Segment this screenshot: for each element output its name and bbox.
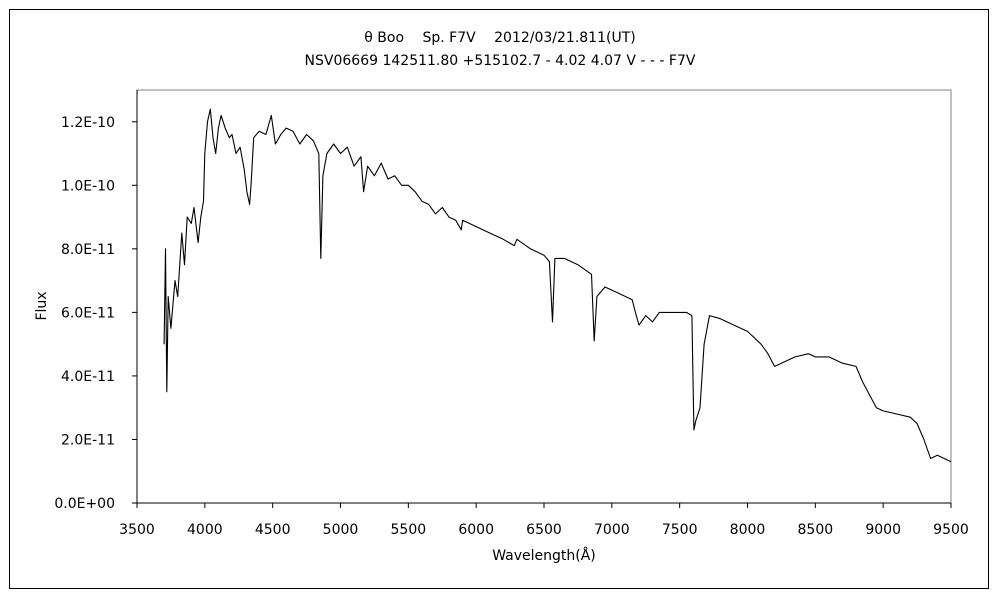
y-tick-label: 6.0E-11 (61, 305, 115, 321)
y-axis-label: Flux (34, 291, 50, 320)
x-tick-label: 4000 (187, 522, 223, 538)
chart-frame (9, 9, 989, 589)
x-axis-label: Wavelength(Å) (492, 548, 596, 564)
x-tick-label: 8000 (730, 522, 766, 538)
x-tick-label: 9000 (865, 522, 901, 538)
y-tick-label: 4.0E-11 (61, 369, 115, 385)
chart-title: θ Boo Sp. F7V 2012/03/21.811(UT) (364, 30, 636, 46)
x-tick-label: 6500 (526, 522, 562, 538)
x-tick-label: 5000 (323, 522, 359, 538)
chart-subtitle: NSV06669 142511.80 +515102.7 - 4.02 4.07… (304, 53, 696, 69)
x-tick-label: 8500 (798, 522, 834, 538)
plot-area (136, 89, 952, 504)
y-tick-label: 0.0E+00 (54, 496, 115, 512)
y-tick-label: 2.0E-11 (61, 432, 115, 448)
x-tick-label: 7500 (662, 522, 698, 538)
y-tick-label: 1.2E-10 (61, 115, 115, 131)
x-tick-label: 6000 (458, 522, 494, 538)
x-tick-label: 3500 (119, 522, 155, 538)
y-tick-label: 1.0E-10 (61, 178, 115, 194)
y-tick-label: 8.0E-11 (61, 242, 115, 258)
x-tick-label: 4500 (255, 522, 291, 538)
spectrum-line (163, 108, 952, 463)
x-tick-label: 5500 (391, 522, 427, 538)
x-tick-label: 9500 (933, 522, 969, 538)
x-tick-label: 7000 (594, 522, 630, 538)
